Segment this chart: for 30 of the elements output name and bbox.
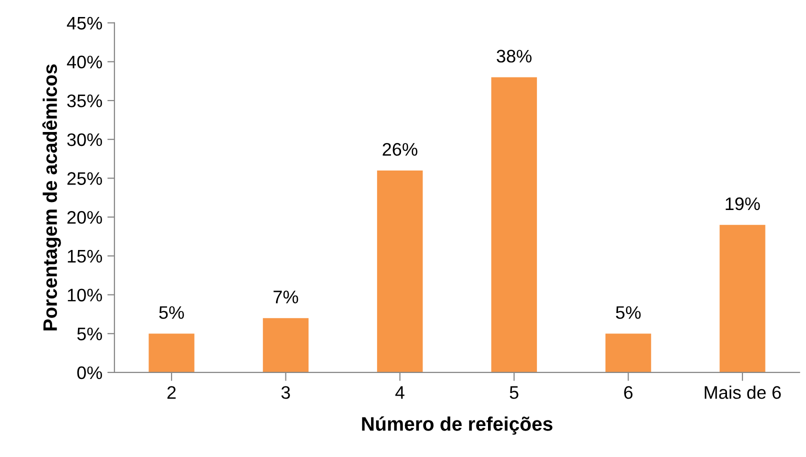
y-axis-title: Porcentagem de acadêmicos	[42, 64, 61, 330]
bar	[491, 77, 537, 372]
x-tick-label: 5	[510, 386, 518, 399]
y-tick-label: 40%	[66, 56, 102, 68]
y-tick-label: 10%	[68, 288, 102, 302]
x-tick-label: 2	[167, 386, 176, 399]
bar	[377, 170, 423, 372]
y-tick-label: 0%	[77, 366, 102, 380]
bar	[262, 318, 309, 372]
x-axis-title: Número de refeições	[362, 416, 552, 435]
bar	[720, 224, 766, 372]
data-label: 7%	[274, 290, 298, 304]
data-label: 38%	[496, 50, 532, 63]
data-label: 5%	[616, 306, 641, 319]
y-tick-label: 15%	[68, 250, 102, 263]
data-label: 19%	[726, 197, 760, 210]
x-tick-label: 3	[281, 386, 290, 399]
bar	[148, 334, 194, 372]
bar	[605, 334, 652, 372]
y-tick-label: 30%	[67, 133, 102, 146]
y-tick-label: 20%	[67, 211, 102, 224]
x-tick-label: 4	[395, 386, 404, 399]
y-tick-label: 35%	[67, 94, 102, 108]
data-label: 5%	[159, 306, 184, 319]
data-label: 26%	[382, 142, 418, 156]
y-tick-label: 25%	[67, 172, 102, 185]
x-tick-label: 6	[624, 386, 633, 399]
x-tick-label: Mais de 6	[704, 386, 781, 399]
y-tick-label: 45%	[66, 16, 102, 30]
y-tick-label: 5%	[77, 328, 102, 340]
